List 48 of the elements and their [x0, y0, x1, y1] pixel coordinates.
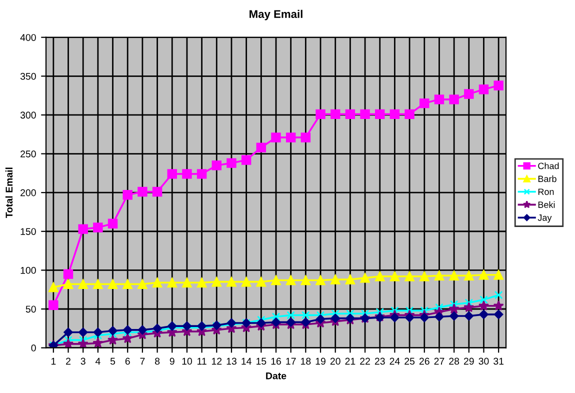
- y-tick-label: 200: [20, 189, 36, 196]
- x-tick-label: 5: [110, 358, 116, 365]
- x-tick-label: 2: [66, 358, 70, 365]
- x-tick-label: 3: [80, 358, 86, 365]
- x-tick-label: 23: [374, 358, 385, 365]
- x-tick-label: 11: [198, 358, 206, 365]
- chart-title: May Email: [250, 10, 302, 20]
- x-axis-title: Date: [266, 372, 286, 380]
- x-tick-label: 4: [95, 358, 100, 365]
- x-tick-label: 18: [301, 358, 311, 365]
- x-tick-label: 28: [449, 358, 460, 365]
- x-tick-label: 25: [404, 358, 415, 365]
- y-tick-label: 300: [20, 112, 36, 119]
- legend-label: Beki: [538, 201, 555, 208]
- y-axis-title: Total Email: [5, 168, 13, 218]
- x-tick-label: 20: [330, 358, 340, 365]
- x-tick-label: 9: [170, 358, 174, 365]
- y-tick-label: 250: [20, 150, 36, 158]
- y-tick-label: 400: [20, 34, 36, 41]
- x-tick-label: 31: [494, 358, 504, 365]
- x-tick-label: 12: [212, 358, 222, 365]
- x-tick-label: 15: [256, 358, 266, 365]
- x-tick-label: 19: [316, 358, 326, 365]
- x-tick-label: 6: [125, 358, 130, 365]
- y-tick-label: 0: [31, 344, 36, 352]
- y-tick-label: 150: [20, 228, 36, 235]
- x-tick-label: 24: [390, 358, 400, 365]
- y-tick-label: 350: [20, 72, 36, 80]
- y-tick-label: 50: [26, 306, 36, 313]
- x-tick-label: 1: [51, 358, 56, 365]
- x-tick-label: 22: [360, 358, 370, 365]
- x-tick-label: 8: [155, 358, 160, 365]
- legend-label: Jay: [538, 214, 552, 223]
- x-tick-label: 27: [434, 358, 444, 365]
- x-tick-label: 16: [271, 358, 281, 365]
- x-tick-label: 10: [182, 358, 192, 365]
- x-tick-label: 30: [478, 358, 489, 365]
- x-tick-label: 29: [464, 358, 474, 365]
- x-tick-label: 26: [419, 358, 430, 365]
- legend-label: Ron: [538, 188, 554, 195]
- legend-label: Barb: [538, 175, 556, 182]
- y-tick-label: 100: [20, 266, 36, 274]
- x-tick-label: 7: [140, 358, 145, 365]
- x-tick-label: 21: [345, 358, 356, 365]
- x-tick-label: 17: [286, 358, 296, 365]
- x-tick-label: 13: [226, 358, 236, 365]
- legend-label: Chad: [538, 162, 559, 170]
- x-tick-label: 14: [242, 358, 252, 365]
